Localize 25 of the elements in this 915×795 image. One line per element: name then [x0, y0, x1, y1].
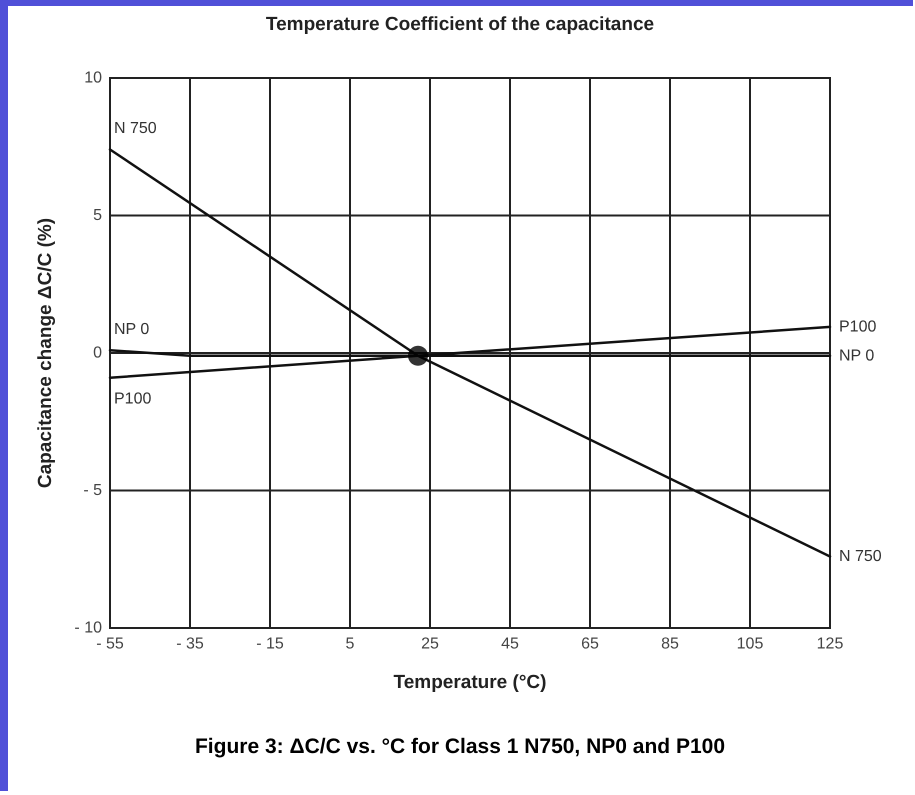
- x-tick-label: 5: [346, 636, 355, 652]
- x-tick-label: - 35: [176, 636, 204, 652]
- series-label: N 750: [839, 548, 882, 565]
- x-tick-label: 125: [816, 636, 844, 652]
- series-label: NP 0: [839, 347, 874, 364]
- x-tick-label: 105: [736, 636, 764, 652]
- y-tick-label: - 5: [83, 482, 102, 499]
- x-tick-label: - 15: [256, 636, 284, 652]
- x-tick-label: 25: [421, 636, 439, 652]
- x-tick-label: 85: [661, 636, 679, 652]
- x-tick-label: 65: [581, 636, 599, 652]
- text: NP 0: [114, 320, 150, 338]
- text: N 750: [114, 120, 157, 137]
- y-tick-label: 5: [93, 207, 102, 224]
- x-axis-title: Temperature (°C): [394, 672, 546, 693]
- text: P100: [114, 390, 152, 408]
- x-tick-label: 45: [501, 636, 519, 652]
- series-label: P100: [839, 318, 876, 336]
- chart-title: Temperature Coefficient of the capacitance: [266, 14, 654, 35]
- y-tick-label: - 10: [74, 620, 102, 636]
- y-tick-label: 10: [84, 70, 102, 86]
- y-tick-label: 0: [93, 344, 102, 362]
- x-tick-label: - 55: [96, 636, 124, 652]
- caption: Figure 3: ΔC/C vs. °C for Class 1 N750, NP0 and P100: [194, 735, 726, 759]
- y-axis-title: Capacitance change ΔC/C (%): [35, 218, 56, 488]
